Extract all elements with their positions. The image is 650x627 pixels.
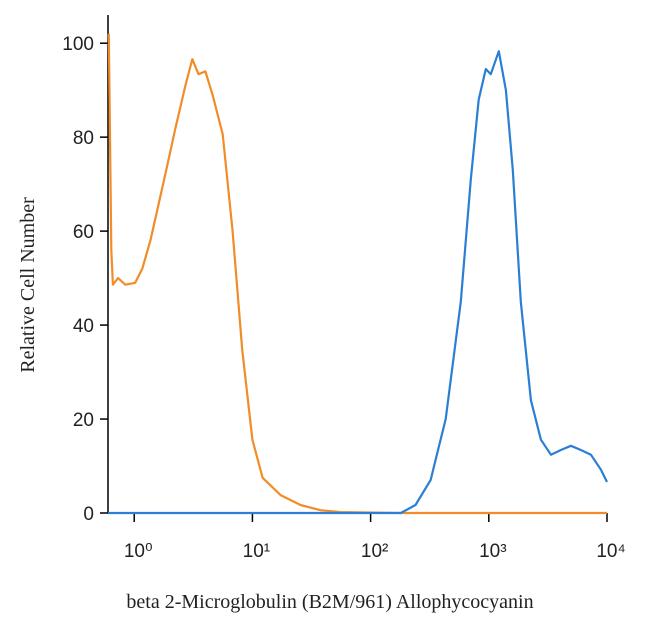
y-tick-label: 100 — [62, 34, 94, 55]
x-tick-label: 10⁴ — [596, 541, 625, 562]
y-axis-label: Relative Cell Number — [17, 197, 39, 373]
y-tick-label: 60 — [73, 222, 94, 243]
y-tick-label: 0 — [83, 504, 94, 525]
x-tick-label: 10⁰ — [124, 541, 153, 562]
x-tick-label: 10¹ — [243, 541, 270, 562]
y-tick-label: 40 — [73, 316, 94, 337]
x-tick-label: 10² — [361, 541, 388, 562]
x-axis-label: beta 2-Microglobulin (B2M/961) Allophyco… — [126, 591, 533, 613]
y-tick-label: 80 — [73, 128, 94, 149]
x-tick-label: 10³ — [479, 541, 506, 562]
series-line — [107, 33, 607, 515]
series-line — [108, 50, 608, 515]
y-tick-label: 20 — [73, 410, 94, 431]
